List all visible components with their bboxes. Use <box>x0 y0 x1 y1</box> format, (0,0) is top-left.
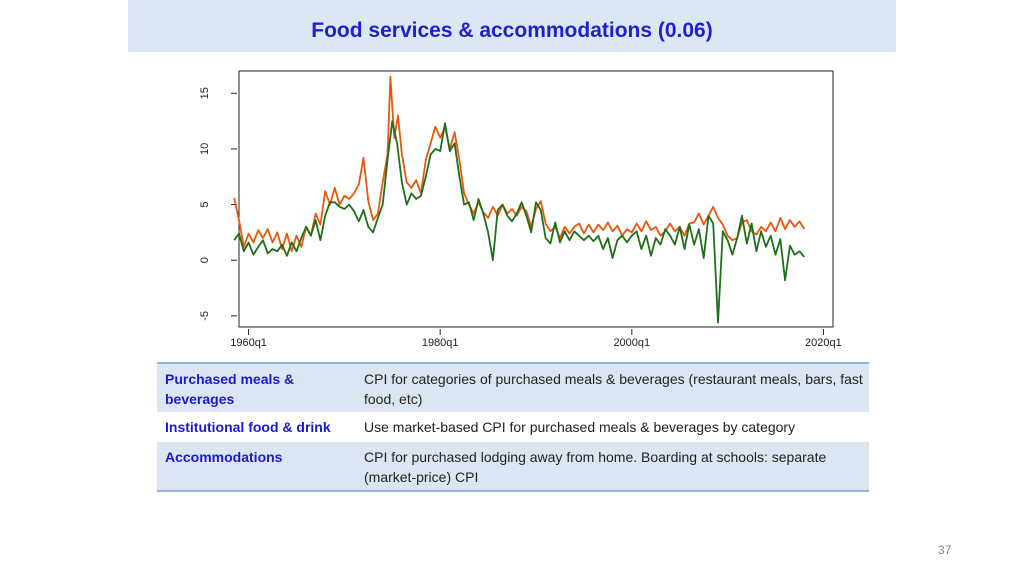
row-term: Institutional food & drink <box>165 419 331 435</box>
x-axis: 1960q1 1980q1 2000q1 2020q1 <box>230 329 842 349</box>
y-tick-label: 0 <box>199 257 211 263</box>
x-tick-label: 1960q1 <box>230 337 267 349</box>
title-bar: Food services & accommodations (0.06) <box>128 0 896 52</box>
y-tick-label: -5 <box>199 311 211 321</box>
y-tick-label: 15 <box>199 87 211 99</box>
table-row: Purchased meals & beverages CPI for cate… <box>157 364 869 412</box>
y-tick-label: 10 <box>199 143 211 155</box>
row-description: Use market-based CPI for purchased meals… <box>364 419 796 435</box>
x-tick-label: 1980q1 <box>422 337 459 349</box>
definitions-table: Purchased meals & beverages CPI for cate… <box>157 362 869 492</box>
row-description: CPI for purchased lodging away from home… <box>364 449 827 485</box>
series-line-green <box>233 120 805 324</box>
row-term: Accommodations <box>165 449 283 465</box>
y-axis: -5 0 5 10 15 <box>199 87 237 321</box>
y-tick-label: 5 <box>199 202 211 208</box>
x-tick-label: 2000q1 <box>613 337 650 349</box>
row-term: Purchased meals & beverages <box>165 371 295 407</box>
table-row: Accommodations CPI for purchased lodging… <box>157 442 869 490</box>
series-group <box>233 75 806 324</box>
row-description: CPI for categories of purchased meals & … <box>364 371 863 407</box>
x-tick-label: 2020q1 <box>805 337 842 349</box>
page-number: 37 <box>938 543 952 557</box>
line-chart: -5 0 5 10 15 1960q1 1980q1 2000q1 2020q1 <box>199 70 842 349</box>
slide-title: Food services & accommodations (0.06) <box>311 19 713 42</box>
table-row: Institutional food & drink Use market-ba… <box>157 412 869 442</box>
